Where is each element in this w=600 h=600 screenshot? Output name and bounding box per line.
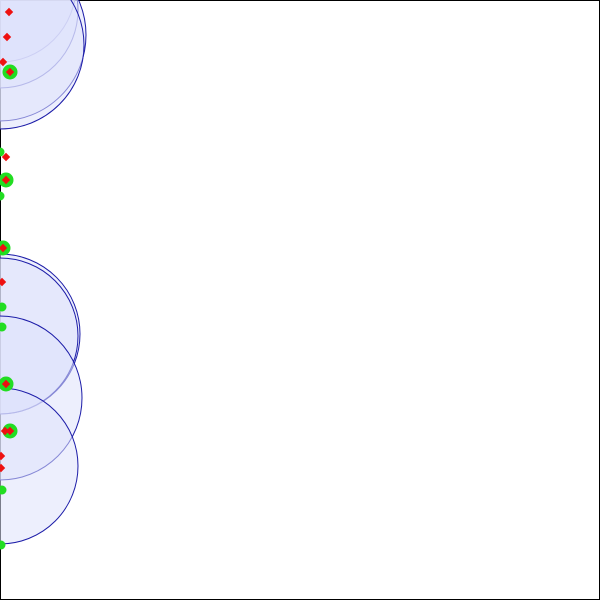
red-point: [1, 152, 11, 162]
red-point: [0, 426, 10, 436]
green-point: [0, 302, 7, 312]
green-point: [0, 191, 5, 201]
red-point: [5, 426, 15, 436]
red-point: [1, 175, 11, 185]
red-point: [0, 243, 8, 253]
red-point: [0, 463, 6, 473]
coverage-circle: [0, 387, 79, 545]
coverage-circle: [0, 0, 85, 130]
green-point: [0, 485, 7, 495]
red-point: [0, 277, 7, 287]
red-point: [0, 57, 8, 67]
red-point: [1, 379, 11, 389]
circle-layer: [0, 0, 87, 545]
red-point: [2, 32, 12, 42]
red-point: [0, 451, 6, 461]
green-point: [0, 540, 6, 550]
red-point: [5, 67, 15, 77]
red-point: [4, 7, 14, 17]
green-point: [0, 147, 5, 157]
red-point-layer: [0, 7, 15, 473]
green-point: [0, 322, 7, 332]
